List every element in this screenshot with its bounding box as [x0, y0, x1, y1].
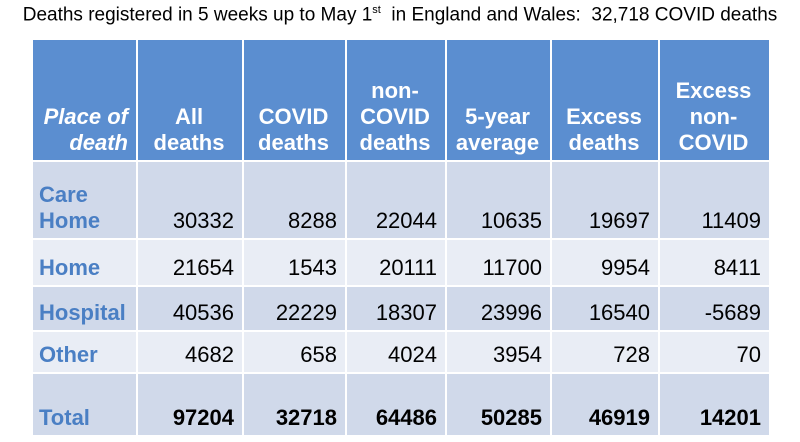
deaths-table: Place of death All deaths COVID deaths non- COV… — [33, 40, 771, 437]
header-line: deaths — [258, 130, 329, 155]
row-label: Home — [33, 239, 138, 287]
cell-value: 64486 — [346, 373, 447, 437]
header-cell: Place of death — [33, 40, 138, 162]
header-line: All — [174, 104, 204, 129]
header-line: COVID — [678, 130, 749, 155]
header-line: average — [455, 130, 540, 155]
table-row: Home 21654 1543 20111 11700 9954 8411 — [33, 239, 771, 287]
cell-value: 3954 — [446, 331, 552, 374]
header-line: deaths — [153, 130, 225, 155]
cell-value: 4024 — [346, 331, 447, 374]
header-line: Excess — [566, 104, 642, 129]
table-row: Care Home 30332 8288 22044 10635 19697 11409 — [33, 161, 771, 240]
header-line: COVID — [258, 104, 329, 129]
cell-value: 18307 — [346, 286, 447, 332]
row-label: Hospital — [33, 286, 138, 332]
cell-value: 11700 — [446, 239, 552, 287]
header-line: Excess — [675, 78, 752, 103]
header-cell: Excess deaths — [551, 40, 660, 162]
cell-value: 9954 — [551, 239, 660, 287]
header-line: non- — [371, 78, 419, 103]
header-line: 5-year — [465, 104, 530, 129]
header-cell: Excess non- COVID — [659, 40, 771, 162]
cell-value: 728 — [551, 331, 660, 374]
header-line: deaths — [568, 130, 640, 155]
header-row: Place of death All deaths COVID deaths non- COV… — [33, 40, 771, 162]
title-superscript: st — [372, 4, 381, 16]
cell-value: 22044 — [346, 161, 447, 240]
cell-value: 658 — [243, 331, 347, 374]
title: Deaths registered in 5 weeks up to May 1… — [0, 4, 800, 26]
title-text: Deaths registered in 5 weeks up to May 1 — [22, 4, 373, 26]
table-row: Other 4682 658 4024 3954 728 70 — [33, 331, 771, 374]
row-label: Care Home — [33, 161, 138, 240]
cell-value: 70 — [659, 331, 771, 374]
row-label: Other — [33, 331, 138, 374]
cell-value: 97204 — [137, 373, 244, 437]
cell-value: 30332 — [137, 161, 244, 240]
cell-value: 22229 — [243, 286, 347, 332]
cell-value: 21654 — [137, 239, 244, 287]
cell-value: 1543 — [243, 239, 347, 287]
cell-value: 40536 — [137, 286, 244, 332]
header-line: non- — [689, 104, 738, 129]
cell-value: 11409 — [659, 161, 771, 240]
table-row: Hospital 40536 22229 18307 23996 16540 -5689 — [33, 286, 771, 332]
row-label: Total — [33, 373, 138, 437]
cell-value: 32718 — [243, 373, 347, 437]
header-line: Place of — [43, 104, 128, 129]
table-row: Total 97204 32718 64486 50285 46919 14201 — [33, 373, 771, 437]
cell-value: 20111 — [346, 239, 447, 287]
cell-value: 8411 — [659, 239, 771, 287]
cell-value: -5689 — [659, 286, 771, 332]
header-cell: COVID deaths — [243, 40, 347, 162]
cell-value: 19697 — [551, 161, 660, 240]
cell-value: 4682 — [137, 331, 244, 374]
header-cell: All deaths — [137, 40, 244, 162]
header-line: COVID — [360, 104, 430, 129]
header-line: deaths — [359, 130, 431, 155]
header-cell: 5-year average — [446, 40, 552, 162]
header-cell: non- COVID deaths — [346, 40, 447, 162]
cell-value: 46919 — [551, 373, 660, 437]
title-text: in England and Wales: 32,718 COVID death… — [380, 4, 778, 26]
cell-value: 16540 — [551, 286, 660, 332]
cell-value: 8288 — [243, 161, 347, 240]
cell-value: 50285 — [446, 373, 552, 437]
cell-value: 23996 — [446, 286, 552, 332]
cell-value: 14201 — [659, 373, 771, 437]
header-line: death — [69, 130, 128, 155]
cell-value: 10635 — [446, 161, 552, 240]
